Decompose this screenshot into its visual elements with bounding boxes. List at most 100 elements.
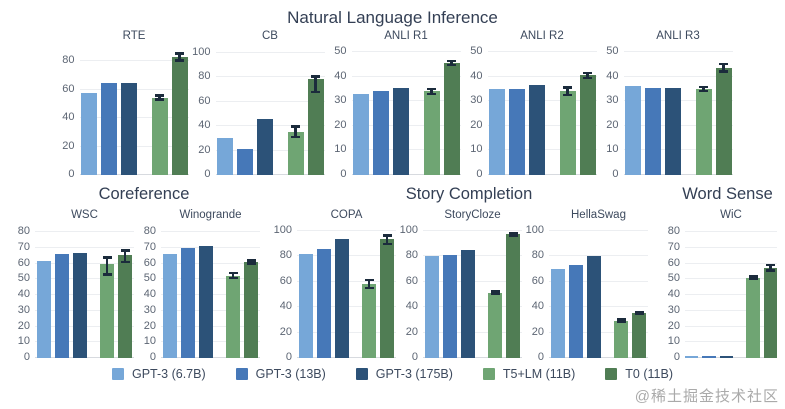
y-axis: 0 20 40 60 80 100 [396, 224, 423, 363]
bar-t5-lm-11b [614, 320, 628, 358]
y-axis: 0 10 20 30 40 50 [461, 44, 488, 180]
y-tick-label: 80 [405, 249, 418, 262]
y-tick-label: 60 [62, 82, 75, 95]
subplot-winogrande: Winogrande 0 10 20 30 40 50 60 70 80 [134, 209, 260, 363]
legend: GPT-3 (6.7B) GPT-3 (13B) GPT-3 (175B) T5+LM… [0, 367, 785, 381]
subplot-title-anli-r2: ANLI R2 [520, 30, 564, 42]
subplot-rte: RTE 0 20 40 60 80 [53, 30, 189, 180]
bar-group-slot [644, 47, 661, 175]
subplot-title-copa: COPA [330, 209, 363, 221]
error-bar-cap [616, 318, 626, 321]
error-bar-cap [120, 249, 130, 252]
error-bar-cap [748, 277, 758, 281]
bar-gpt-3-6-7b [684, 355, 699, 358]
y-tick-label: 40 [606, 69, 619, 82]
y-tick-label: 0 [68, 168, 75, 180]
y-tick-label: 100 [399, 224, 418, 237]
bar-gpt-3-6-7b [163, 254, 177, 358]
subplot-anli-r3: ANLI R3 0 10 20 30 40 50 [597, 30, 733, 180]
gridline [685, 341, 777, 343]
y-tick-label: 50 [470, 44, 483, 57]
y-tick-label: 20 [198, 143, 211, 156]
y-tick-label: 30 [17, 303, 30, 316]
error-bar-cap [748, 275, 758, 278]
bar-group-slot [719, 226, 734, 358]
bar-t0-11b [632, 312, 646, 358]
error-bar-cap [155, 98, 164, 101]
bar-t0-11b [506, 234, 520, 358]
section-title-natural-language-inference: Natural Language Inference [287, 8, 498, 27]
plot-area [684, 226, 778, 358]
error-bar-cap [291, 135, 300, 139]
subplot-anli-r1: ANLI R1 0 10 20 30 40 50 [325, 30, 461, 180]
y-tick-label: 80 [198, 70, 211, 83]
y-tick-label: 0 [23, 351, 30, 363]
bar-t5-lm-11b [559, 91, 576, 175]
legend-label: T0 (11B) [625, 367, 673, 381]
bar-gpt-3-175b [719, 355, 734, 358]
section-title-story-completion: Story Completion [405, 185, 533, 203]
gridline [35, 247, 134, 248]
legend-swatch-icon [482, 368, 495, 380]
y-tick-label: 20 [62, 139, 75, 152]
bar-group-slot [335, 226, 349, 358]
y-tick-label: 50 [667, 272, 680, 285]
bar-gpt-3-6-7b [352, 93, 369, 175]
bar-group-slot [461, 226, 475, 358]
bars [488, 47, 597, 175]
error-bar-cap [382, 234, 392, 237]
error-bar [294, 126, 297, 138]
bar-t0-11b [171, 56, 188, 175]
legend-swatch-icon [605, 368, 618, 380]
section-title-word-sense: Word Sense [682, 185, 773, 203]
error-bar-cap [490, 292, 500, 295]
bar-t5-lm-11b [287, 132, 304, 175]
error-bar-cap [699, 89, 708, 93]
legend-item-gpt-3-13b: GPT-3 (13B) [235, 367, 326, 381]
error-bar-cap [155, 94, 164, 97]
error-bar-cap [102, 273, 112, 276]
y-tick-label: 70 [143, 241, 156, 253]
bar-group-slot [425, 226, 439, 358]
bar-gpt-3-6-7b [624, 86, 641, 175]
error-bar-cap [228, 271, 238, 275]
y-axis: 0 20 40 60 80 [53, 47, 80, 180]
error-bar-cap [583, 71, 592, 75]
y-tick-label: 40 [143, 288, 156, 301]
y-tick-label: 60 [531, 274, 544, 287]
bar-gpt-3-13b [569, 264, 583, 358]
y-tick-label: 0 [285, 351, 292, 363]
gridline [35, 231, 134, 233]
error-bar-cap [616, 320, 626, 323]
bar-group-slot [624, 47, 641, 175]
bar-t5-lm-11b [695, 88, 712, 175]
bar-group-slot [380, 226, 394, 358]
error-bar-cap [175, 59, 184, 62]
error-bar-cap [291, 125, 300, 128]
legend-label: T5+LM (11B) [502, 367, 576, 381]
gridline [685, 294, 777, 296]
y-tick-label: 70 [17, 241, 30, 253]
y-tick-label: 50 [606, 44, 619, 57]
y-tick-label: 80 [62, 54, 75, 67]
error-bar-cap [699, 85, 708, 89]
bar-group-slot [443, 47, 460, 175]
y-tick-label: 60 [143, 256, 156, 269]
subplot-title-rte: RTE [122, 30, 146, 42]
plot-area [297, 226, 396, 358]
error-bar-cap [766, 269, 776, 272]
error-bar-cap [583, 76, 592, 80]
error-bar [385, 235, 389, 244]
y-tick-label: 20 [279, 325, 292, 338]
y-tick-label: 0 [476, 168, 483, 180]
bar-group-slot [307, 47, 324, 175]
gridline [423, 230, 522, 232]
legend-swatch-icon [111, 368, 124, 380]
bar-gpt-3-13b [181, 248, 195, 358]
error-bar-cap [508, 234, 518, 237]
bar-group-slot [506, 226, 520, 358]
bar-group-slot [163, 226, 177, 358]
y-tick-label: 10 [470, 143, 483, 156]
error-bar-cap [102, 256, 112, 259]
bars [549, 226, 648, 358]
